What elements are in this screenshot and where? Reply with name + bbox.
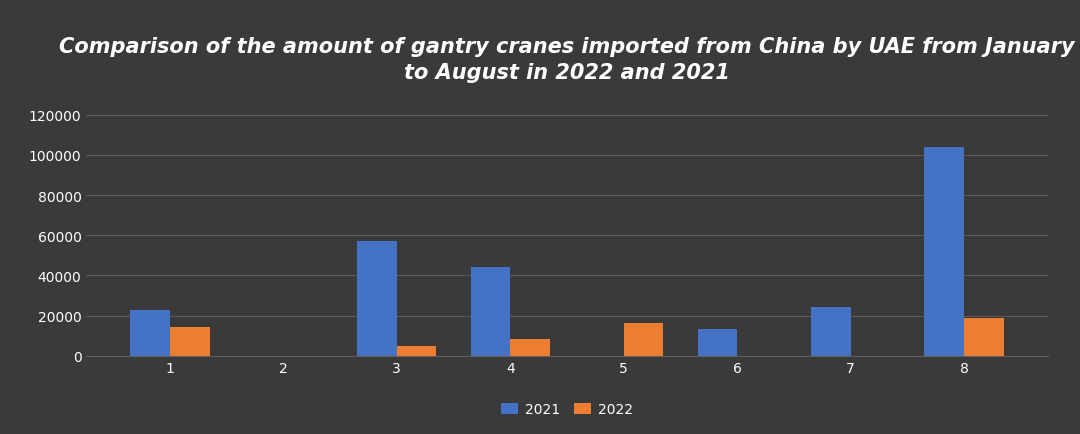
Bar — [510, 339, 550, 356]
Bar — [698, 329, 738, 356]
Legend: 2021, 2022: 2021, 2022 — [496, 397, 638, 422]
Bar — [130, 310, 170, 356]
Bar — [964, 318, 1004, 356]
Bar — [924, 148, 964, 356]
Bar — [396, 346, 436, 356]
Bar — [471, 268, 510, 356]
Bar — [357, 242, 396, 356]
Bar — [811, 307, 851, 356]
Bar — [170, 327, 210, 356]
Bar — [624, 323, 663, 356]
Title: Comparison of the amount of gantry cranes imported from China by UAE from Januar: Comparison of the amount of gantry crane… — [59, 36, 1075, 83]
